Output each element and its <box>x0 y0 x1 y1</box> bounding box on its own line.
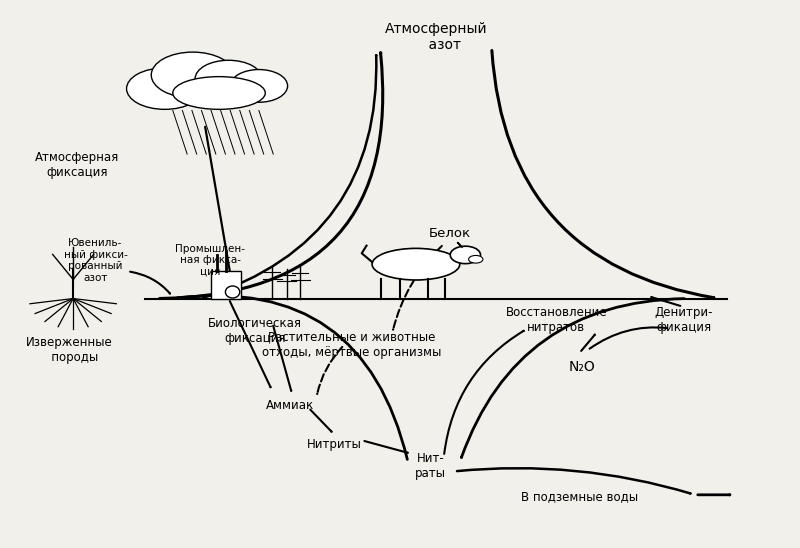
Text: Ювениль-
ный фикси-
рованный
азот: Ювениль- ный фикси- рованный азот <box>63 238 127 283</box>
Text: Биологическая
фиксация: Биологическая фиксация <box>208 317 302 345</box>
Ellipse shape <box>230 70 287 102</box>
Text: Промышлен-
ная фикса-
ция: Промышлен- ная фикса- ция <box>175 244 246 277</box>
Text: Восстановление
нитратов: Восстановление нитратов <box>506 306 607 334</box>
Ellipse shape <box>151 52 234 98</box>
Text: Нит-
раты: Нит- раты <box>414 452 446 480</box>
FancyBboxPatch shape <box>211 271 242 299</box>
Ellipse shape <box>173 77 266 110</box>
Text: Нитриты: Нитриты <box>307 438 362 450</box>
Text: Атмосферная
фиксация: Атмосферная фиксация <box>35 151 119 179</box>
Ellipse shape <box>195 60 262 98</box>
Text: В подземные воды: В подземные воды <box>521 490 638 503</box>
Text: Аммиак: Аммиак <box>266 399 314 413</box>
Ellipse shape <box>450 246 481 264</box>
Text: Денитри-
фикация: Денитри- фикация <box>654 306 713 334</box>
Ellipse shape <box>469 255 483 263</box>
Ellipse shape <box>372 248 460 280</box>
Text: N₂O: N₂O <box>568 359 595 374</box>
Text: Изверженные
   породы: Изверженные породы <box>26 336 113 364</box>
Text: Белок: Белок <box>428 227 470 239</box>
Text: Растительные и животные
отходы, мёртвые организмы: Растительные и животные отходы, мёртвые … <box>262 331 442 359</box>
Ellipse shape <box>226 286 240 298</box>
Ellipse shape <box>126 68 203 110</box>
Text: Атмосферный
    азот: Атмосферный азот <box>385 22 487 52</box>
